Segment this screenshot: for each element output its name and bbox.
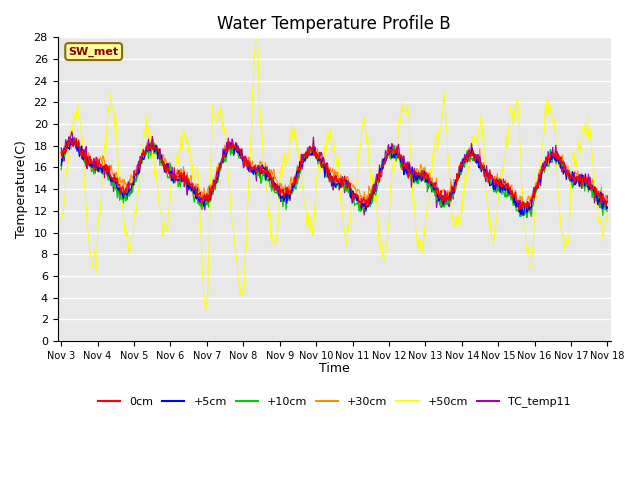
+5cm bbox=[417, 177, 425, 182]
Line: +30cm: +30cm bbox=[61, 137, 607, 208]
+5cm bbox=[68, 136, 76, 142]
+10cm bbox=[209, 186, 216, 192]
+50cm bbox=[124, 230, 131, 236]
Line: +5cm: +5cm bbox=[61, 139, 607, 216]
TC_temp11 bbox=[68, 129, 76, 134]
TC_temp11 bbox=[58, 145, 65, 151]
0cm bbox=[180, 173, 188, 179]
+5cm bbox=[180, 173, 188, 179]
+30cm bbox=[180, 164, 188, 169]
Text: SW_met: SW_met bbox=[68, 47, 119, 57]
Title: Water Temperature Profile B: Water Temperature Profile B bbox=[218, 15, 451, 33]
+30cm bbox=[604, 195, 611, 201]
+50cm bbox=[209, 103, 216, 108]
+5cm bbox=[67, 142, 75, 147]
Y-axis label: Temperature(C): Temperature(C) bbox=[15, 140, 28, 238]
+5cm bbox=[604, 204, 611, 210]
0cm bbox=[209, 185, 216, 191]
+10cm bbox=[58, 167, 65, 172]
0cm bbox=[417, 175, 425, 181]
+10cm bbox=[604, 208, 611, 214]
+10cm bbox=[72, 136, 79, 142]
+50cm bbox=[179, 139, 187, 145]
+50cm bbox=[253, 36, 260, 41]
+50cm bbox=[67, 131, 75, 137]
Legend: 0cm, +5cm, +10cm, +30cm, +50cm, TC_temp11: 0cm, +5cm, +10cm, +30cm, +50cm, TC_temp1… bbox=[93, 392, 575, 412]
+10cm bbox=[67, 142, 75, 147]
TC_temp11 bbox=[418, 175, 426, 181]
0cm bbox=[58, 149, 65, 155]
TC_temp11 bbox=[67, 132, 75, 138]
TC_temp11 bbox=[403, 160, 410, 166]
+30cm bbox=[68, 140, 76, 145]
+30cm bbox=[362, 205, 370, 211]
+10cm bbox=[401, 167, 409, 173]
+50cm bbox=[202, 307, 210, 312]
+30cm bbox=[124, 179, 132, 185]
0cm bbox=[604, 193, 611, 199]
+30cm bbox=[66, 134, 74, 140]
+5cm bbox=[401, 168, 409, 174]
X-axis label: Time: Time bbox=[319, 362, 349, 375]
+5cm bbox=[58, 162, 65, 168]
TC_temp11 bbox=[209, 192, 216, 197]
Line: +10cm: +10cm bbox=[61, 139, 607, 217]
+10cm bbox=[523, 215, 531, 220]
+30cm bbox=[58, 150, 65, 156]
+30cm bbox=[403, 164, 410, 170]
+50cm bbox=[58, 220, 65, 226]
0cm bbox=[401, 165, 409, 170]
TC_temp11 bbox=[124, 184, 132, 190]
0cm bbox=[124, 181, 132, 187]
+30cm bbox=[418, 168, 426, 173]
Line: 0cm: 0cm bbox=[61, 138, 607, 210]
TC_temp11 bbox=[360, 212, 368, 218]
0cm bbox=[515, 207, 523, 213]
+5cm bbox=[519, 213, 527, 218]
Line: TC_temp11: TC_temp11 bbox=[61, 132, 607, 215]
+50cm bbox=[403, 110, 410, 116]
+5cm bbox=[124, 190, 132, 195]
+5cm bbox=[209, 189, 216, 194]
0cm bbox=[67, 139, 75, 145]
+50cm bbox=[418, 238, 426, 243]
Line: +50cm: +50cm bbox=[61, 38, 607, 310]
0cm bbox=[72, 135, 80, 141]
+10cm bbox=[417, 168, 425, 173]
+10cm bbox=[180, 178, 188, 184]
TC_temp11 bbox=[180, 171, 188, 177]
+30cm bbox=[209, 180, 216, 186]
+50cm bbox=[604, 205, 611, 211]
+10cm bbox=[124, 192, 132, 198]
TC_temp11 bbox=[604, 198, 611, 204]
